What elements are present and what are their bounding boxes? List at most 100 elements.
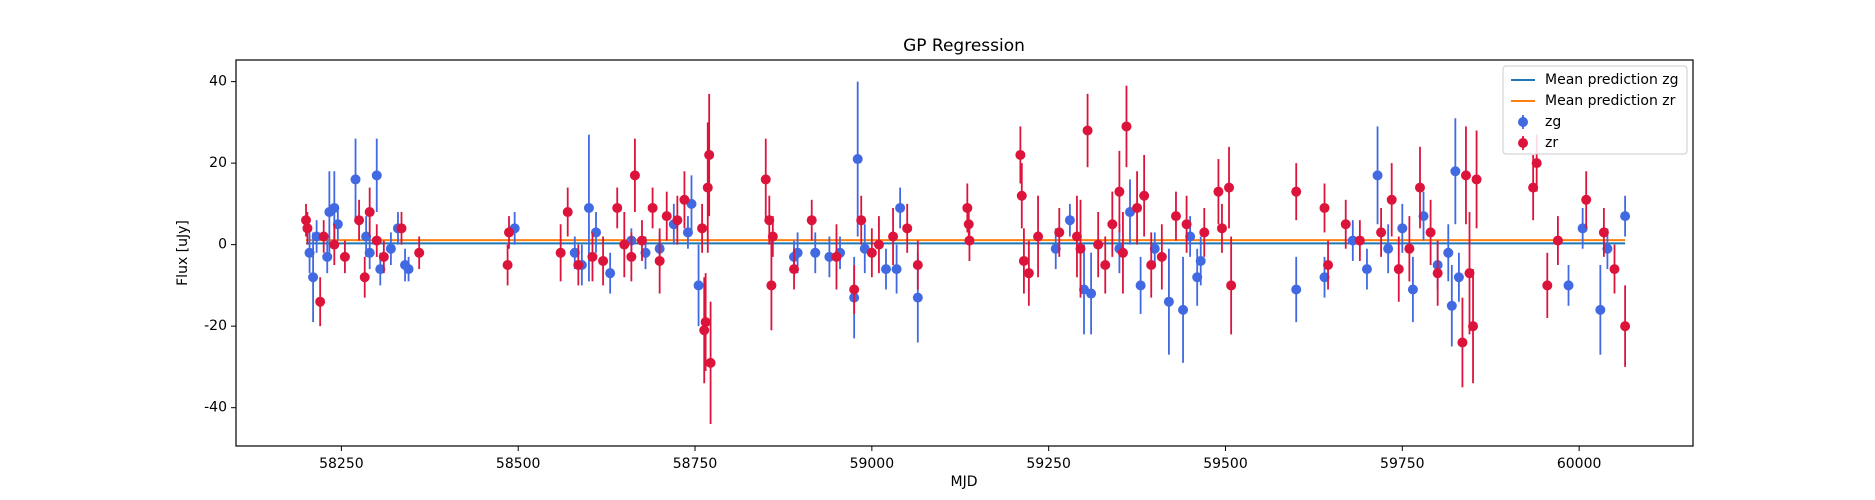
point: [1050, 243, 1061, 254]
point: [1163, 296, 1174, 307]
x-tick-label: 59250: [1026, 456, 1071, 472]
point: [612, 202, 623, 213]
point: [332, 219, 343, 230]
point: [1170, 211, 1181, 222]
point: [1425, 227, 1436, 238]
point: [1015, 149, 1026, 160]
point: [1542, 280, 1553, 291]
point: [1383, 243, 1394, 254]
point: [1199, 227, 1210, 238]
point: [1226, 280, 1237, 291]
point: [1468, 321, 1479, 332]
point: [315, 296, 326, 307]
point: [1185, 231, 1196, 242]
point: [880, 264, 891, 275]
point: [375, 264, 386, 275]
point: [1192, 272, 1203, 283]
point: [591, 227, 602, 238]
x-tick-label: 58500: [496, 456, 541, 472]
point: [302, 223, 313, 234]
point: [1414, 182, 1425, 193]
point: [504, 227, 515, 238]
point: [1216, 223, 1227, 234]
point: [1178, 304, 1189, 315]
point: [1372, 170, 1383, 181]
point: [1100, 260, 1111, 271]
point: [1082, 125, 1093, 136]
point: [702, 182, 713, 193]
point: [396, 223, 407, 234]
point: [378, 251, 389, 262]
point: [1054, 227, 1065, 238]
point: [626, 251, 637, 262]
point: [350, 174, 361, 185]
point: [1064, 215, 1075, 226]
legend-label: zr: [1545, 135, 1558, 151]
point: [414, 247, 425, 258]
point: [767, 231, 778, 242]
point: [873, 239, 884, 250]
point: [562, 207, 573, 218]
point: [888, 231, 899, 242]
point: [852, 154, 863, 165]
point: [619, 239, 630, 250]
point: [912, 292, 923, 303]
point: [902, 223, 913, 234]
point: [679, 194, 690, 205]
point: [329, 202, 340, 213]
point: [371, 235, 382, 246]
point: [700, 317, 711, 328]
point: [569, 247, 580, 258]
point: [824, 251, 835, 262]
point: [629, 170, 640, 181]
point: [1460, 170, 1471, 181]
point: [1213, 186, 1224, 197]
point: [1086, 288, 1097, 299]
point: [1323, 260, 1334, 271]
point: [962, 202, 973, 213]
legend-label: Mean prediction zr: [1545, 93, 1676, 109]
point: [1595, 304, 1606, 315]
point: [1563, 280, 1574, 291]
point: [1620, 211, 1631, 222]
point: [308, 272, 319, 283]
legend-label: Mean prediction zg: [1545, 72, 1679, 88]
point: [1291, 284, 1302, 295]
point: [1093, 239, 1104, 250]
point: [354, 215, 365, 226]
y-tick-label: -40: [204, 400, 227, 416]
point: [1121, 121, 1132, 132]
point: [1354, 235, 1365, 246]
point: [1376, 227, 1387, 238]
point: [1347, 235, 1358, 246]
legend-marker: [1518, 117, 1528, 127]
point: [1457, 337, 1468, 348]
legend-box: [1502, 65, 1688, 155]
point: [1393, 264, 1404, 275]
point: [1404, 243, 1415, 254]
point: [339, 251, 350, 262]
point: [1291, 186, 1302, 197]
point: [699, 325, 710, 336]
point: [598, 255, 609, 266]
x-tick-label: 58750: [673, 456, 718, 472]
point: [385, 243, 396, 254]
point: [301, 215, 312, 226]
point: [1149, 243, 1160, 254]
point: [1602, 243, 1613, 254]
point: [311, 231, 322, 242]
point: [605, 268, 616, 279]
x-tick-label: 59500: [1203, 456, 1248, 472]
point: [1432, 268, 1443, 279]
point: [789, 264, 800, 275]
point: [705, 357, 716, 368]
point: [1319, 202, 1330, 213]
point: [866, 247, 877, 258]
point: [573, 260, 584, 271]
point: [1446, 300, 1457, 311]
y-tick-label: -20: [204, 318, 227, 334]
point: [583, 202, 594, 213]
point: [371, 170, 382, 181]
point: [1464, 268, 1475, 279]
